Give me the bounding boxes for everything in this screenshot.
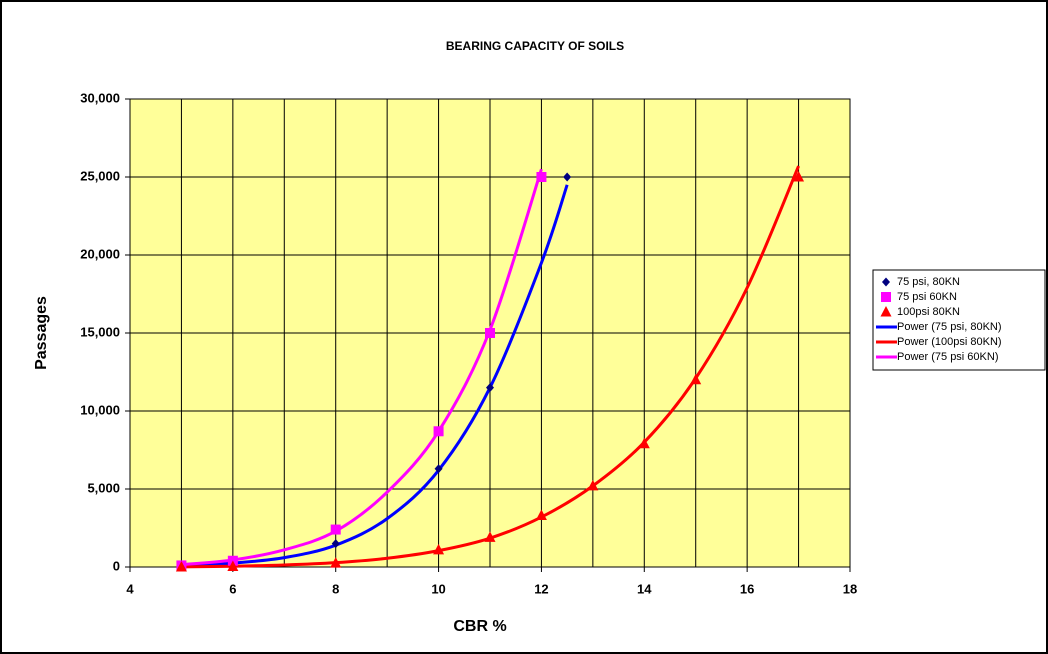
trendline [181, 168, 543, 567]
x-tick-label: 8 [332, 581, 339, 596]
y-tick-label: 0 [113, 558, 120, 573]
data-point [434, 464, 443, 474]
data-point [433, 426, 444, 437]
data-point [793, 171, 805, 182]
legend-label: Power (75 psi 60KN) [897, 351, 999, 363]
data-point [484, 531, 496, 542]
data-point [536, 172, 547, 182]
legend-label: 75 psi 60KN [897, 291, 957, 303]
data-point [638, 437, 650, 449]
legend-label: Power (100psi 80KN) [897, 336, 1002, 348]
legend-marker [882, 277, 890, 287]
x-tick-label: 4 [126, 581, 134, 596]
data-point [227, 560, 239, 572]
legend-label: 75 psi, 80KN [897, 276, 960, 288]
legend-box [872, 269, 1046, 371]
data-point [587, 479, 599, 491]
data-point [485, 328, 495, 338]
plot-frame [129, 98, 851, 568]
x-tick-label: 14 [637, 581, 652, 596]
data-point [690, 373, 702, 385]
chart-title: BEARING CAPACITY OF SOILS [446, 39, 624, 53]
x-tick-label: 6 [229, 581, 236, 596]
y-axis-label: Passages [33, 296, 50, 370]
data-point [331, 539, 340, 549]
data-point [486, 383, 494, 393]
trendline [181, 184, 569, 567]
y-tick-label: 25,000 [80, 168, 120, 183]
x-axis-label: CBR % [453, 618, 506, 635]
legend-label: 100psi 80KN [897, 306, 960, 318]
y-tick-label: 20,000 [80, 246, 120, 261]
data-point [330, 524, 341, 535]
y-tick-label: 30,000 [80, 90, 120, 105]
trendline [181, 165, 800, 569]
data-point [330, 557, 342, 568]
data-point [563, 172, 572, 182]
y-tick-label: 10,000 [80, 402, 120, 417]
legend-label: Power (75 psi, 80KN) [897, 321, 1002, 333]
y-tick-label: 5,000 [87, 480, 120, 495]
x-tick-label: 16 [740, 581, 754, 596]
x-tick-label: 12 [534, 581, 548, 596]
data-point [535, 509, 547, 521]
x-tick-label: 10 [431, 581, 445, 596]
y-tick-label: 15,000 [80, 324, 120, 339]
legend-marker [880, 306, 892, 317]
legend-marker [881, 292, 891, 302]
data-point [433, 543, 445, 555]
x-tick-label: 18 [843, 581, 857, 596]
data-point [175, 561, 187, 572]
